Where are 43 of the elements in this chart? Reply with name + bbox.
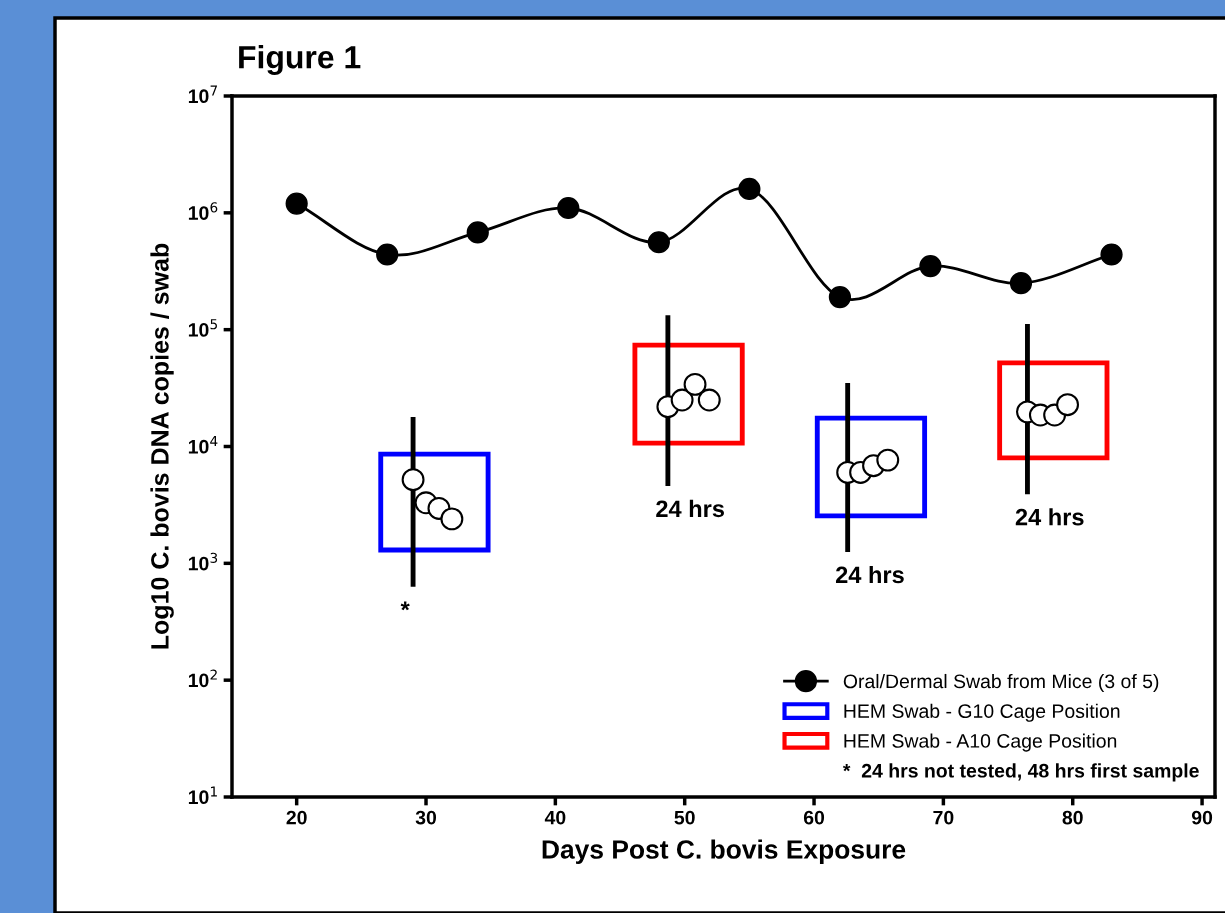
point: [828, 285, 852, 309]
point: [557, 196, 580, 220]
point: [401, 468, 425, 492]
x-tick-label: 30: [415, 810, 437, 825]
y-tick-label: 10$^{5}$: [188, 319, 217, 337]
x-tick-label: 60: [803, 810, 825, 825]
y-tick-label: 10$^{1}$: [188, 786, 217, 805]
x-axis-title: Days Post C. bovis Exposure: [542, 839, 906, 865]
y-tick-label: 10$^{3}$: [188, 552, 218, 571]
annotation: 24 hrs: [656, 499, 724, 518]
x-tick-label: 80: [1062, 810, 1083, 825]
point: [647, 231, 670, 254]
point: [1009, 272, 1033, 295]
legend-label: Oral/Dermal Swab from Mice (3 of 5): [843, 673, 1159, 693]
point: [440, 507, 464, 531]
point: [919, 254, 942, 278]
y-tick-label: 10$^{2}$: [188, 669, 217, 688]
y-axis-title: Log10 C. bovis DNA copies / swab: [150, 243, 174, 649]
point: [466, 221, 489, 244]
point: [697, 388, 721, 412]
point: [376, 243, 399, 266]
y-tick-label: 10$^{7}$: [188, 85, 218, 104]
legend-label: HEM Swab - A10 Cage Position: [844, 733, 1117, 752]
x-tick-label: 50: [674, 810, 695, 825]
point: [1056, 393, 1080, 417]
point: [1100, 243, 1123, 266]
annotation: * 24 hrs not tested, 48 hrs first sample: [842, 763, 1199, 782]
x-tick-label: 20: [286, 810, 307, 825]
x-tick-label: 90: [1191, 810, 1213, 825]
annotation: *: [400, 601, 410, 611]
legend-label: HEM Swab - G10 Cage Position: [844, 703, 1120, 722]
annotation: 24 hrs: [1015, 508, 1084, 526]
x-tick-label: 40: [544, 810, 566, 825]
point: [670, 388, 694, 412]
point: [738, 177, 761, 201]
point: [876, 448, 900, 472]
chart-title: Figure 1: [239, 45, 361, 75]
y-tick-label: 10$^{6}$: [188, 202, 218, 220]
point: [285, 192, 308, 215]
y-tick-label: 10$^{4}$: [188, 436, 218, 454]
annotation: 24 hrs: [835, 565, 904, 584]
x-tick-label: 70: [933, 810, 954, 825]
point: [683, 372, 707, 396]
